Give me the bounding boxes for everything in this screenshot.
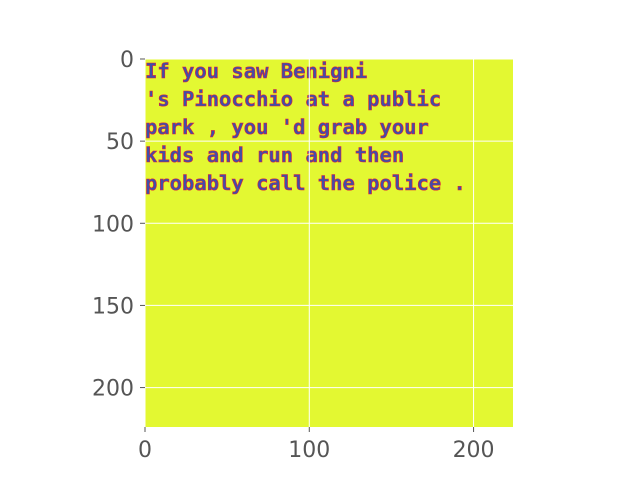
x-tick-label: 100 [288,438,330,463]
y-tick-label: 0 [120,48,134,73]
x-axis-ticks: 0 100 200 [138,427,495,463]
image-text-line: If you saw Benigni [145,59,367,83]
y-tick-label: 200 [92,377,134,402]
y-tick-label: 50 [106,130,134,155]
image-text-line: kids and run and then [145,143,404,167]
image-text-lines: If you saw Benigni 's Pinocchio at a publ… [145,59,467,196]
image-text-line: 's Pinocchio at a public [145,87,441,111]
y-tick-label: 100 [92,212,134,237]
y-tick-label: 150 [92,294,134,319]
image-background [145,59,513,427]
image-text-line: probably call the police . [145,171,466,195]
x-tick-label: 200 [453,438,495,463]
x-tick-label: 0 [138,438,152,463]
image-text-line: park , you 'd grab your [145,115,429,139]
y-axis-ticks: 0 50 100 150 200 [92,48,145,402]
grid-lines [144,58,513,427]
